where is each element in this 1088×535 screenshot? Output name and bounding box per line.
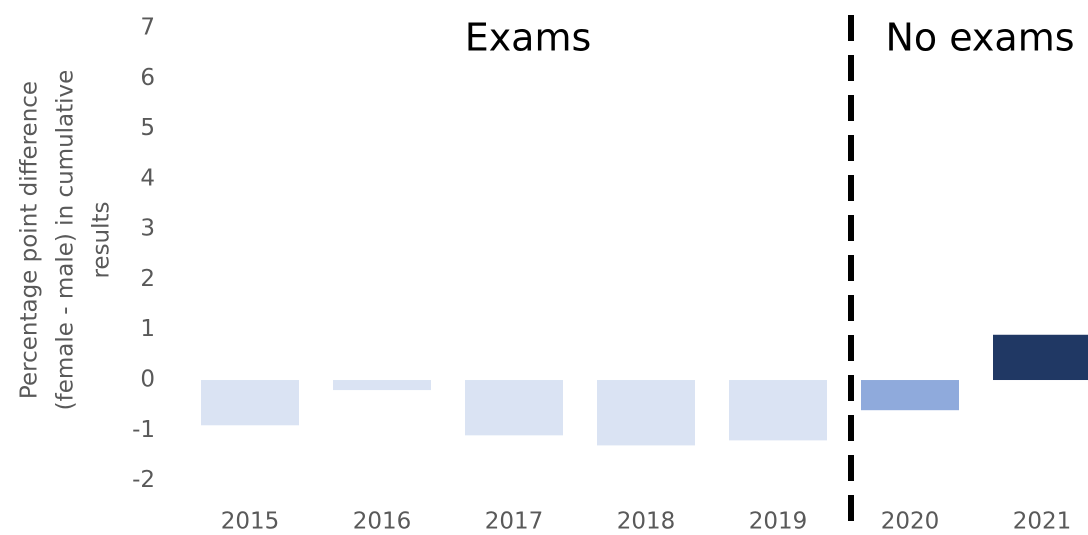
x-tick-label: 2017: [485, 509, 544, 535]
y-tick-label: 5: [140, 115, 155, 141]
y-axis-label-line: (female - male) in cumulative: [53, 70, 79, 411]
y-tick-label: 6: [140, 65, 155, 91]
y-tick-label: 2: [140, 266, 155, 292]
y-axis-label-line: Percentage point difference: [17, 81, 43, 399]
bar: [861, 380, 959, 411]
y-tick-label: -2: [132, 467, 155, 493]
x-tick-label: 2015: [221, 509, 280, 535]
bar: [597, 380, 695, 446]
x-tick-label: 2021: [1013, 509, 1072, 535]
bar: [333, 380, 431, 391]
y-tick-label: 0: [140, 367, 155, 393]
x-tick-label: 2019: [749, 509, 808, 535]
y-tick-label: 4: [140, 165, 155, 191]
bar: [993, 334, 1088, 381]
y-axis-label: Percentage point difference (female - ma…: [17, 70, 115, 411]
y-tick-label: -1: [132, 417, 155, 443]
bar: [465, 380, 563, 436]
annotation: Exams: [465, 16, 592, 60]
annotation: No exams: [885, 16, 1074, 60]
y-axis-label-line: results: [89, 201, 115, 278]
y-tick-label: 3: [140, 216, 155, 242]
x-tick-label: 2016: [353, 509, 412, 535]
x-tick-label: 2018: [617, 509, 676, 535]
y-tick-label: 1: [140, 316, 155, 342]
bar: [201, 380, 299, 426]
x-tick-label: 2020: [881, 509, 940, 535]
bar: [729, 380, 827, 441]
y-tick-label: 7: [140, 15, 155, 41]
